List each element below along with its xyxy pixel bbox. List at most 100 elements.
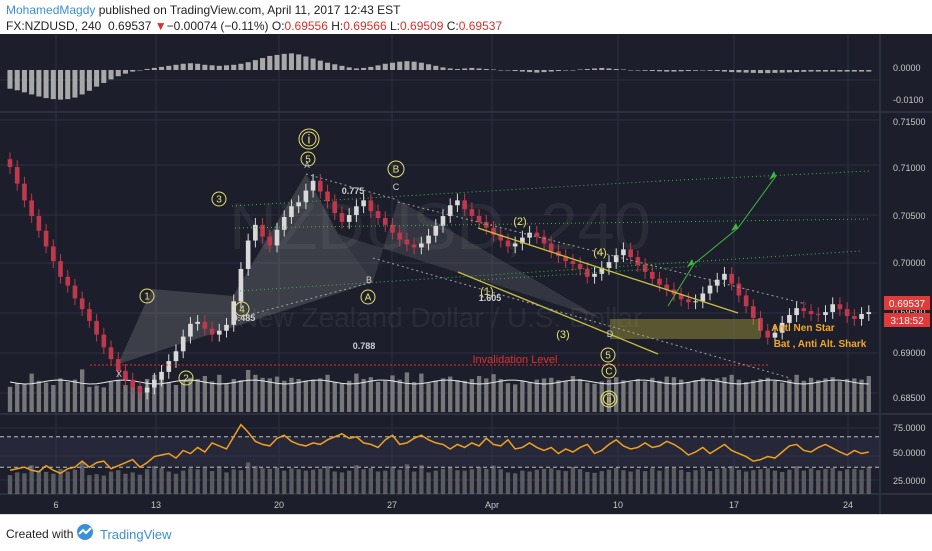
rsi-volume-bar (296, 469, 301, 494)
candle-body (563, 256, 568, 262)
rsi-volume-bar (152, 466, 157, 494)
macd-bar (685, 70, 691, 72)
wave-4-label-circle (234, 301, 250, 317)
time-tick: 20 (274, 500, 284, 510)
wave-5-label-circle (300, 151, 316, 167)
rsi-volume-bar (231, 469, 236, 494)
volume-bar (787, 379, 792, 412)
candle-body (426, 235, 431, 244)
rsi-volume-bar (282, 470, 287, 494)
volume-bar (7, 386, 13, 412)
macd-bar (548, 70, 554, 72)
macd-bar (786, 70, 792, 73)
candle-body (534, 232, 540, 237)
macd-bar (418, 62, 424, 70)
volume-bar (664, 376, 669, 412)
macd-bar (288, 53, 294, 70)
close-label: C: (446, 19, 459, 33)
wave-paren-3: (3) (556, 329, 569, 341)
volume-bar (823, 378, 828, 412)
rsi-volume-bar (411, 471, 417, 494)
price-tick: 0.71500 (893, 117, 926, 127)
pattern-note-1: Anti Nen Star (771, 323, 834, 334)
candle-body (664, 284, 670, 290)
chart-area[interactable]: NZDUSD, 240 New Zealand Dollar / U.S. Do… (0, 34, 932, 514)
candle-body (772, 332, 778, 338)
rsi-volume-bar (513, 473, 518, 494)
rsi-volume-bar (693, 470, 698, 494)
wave-2-label-circle (178, 370, 194, 386)
volume-bar (130, 383, 135, 412)
rsi-volume-bar (253, 466, 258, 494)
rsi-volume-bar (15, 472, 20, 494)
volume-bar (253, 374, 258, 412)
point-d-label: D (607, 329, 614, 339)
volume-bar (816, 380, 821, 412)
rsi-volume-bar (159, 467, 164, 494)
macd-bar (505, 70, 511, 71)
volume-bar (736, 379, 742, 412)
price-axes: 0.71500 0.71000 0.70500 0.70000 0.69500 0.690… (53, 63, 925, 510)
macd-bar (151, 67, 157, 70)
rsi-volume-bar (419, 465, 424, 494)
candle-body (188, 323, 193, 337)
rsi-volume-bar (808, 468, 814, 494)
wave-ii-label: ii (607, 395, 611, 406)
candle-body (440, 216, 446, 226)
candle-body (87, 309, 92, 321)
macd-bar (216, 65, 222, 70)
author-link[interactable]: MohamedMagdy (6, 3, 96, 17)
macd-bar (822, 70, 829, 72)
macd-bar (678, 70, 684, 72)
candle-body (548, 243, 554, 252)
macd-bar (57, 70, 64, 100)
candle-body (173, 351, 179, 362)
macd-bar (577, 69, 583, 70)
candle-body (339, 213, 345, 222)
rsi-volume-bar (209, 471, 215, 494)
candle-body (758, 317, 763, 331)
volume-bar (520, 380, 525, 412)
macd-bar (361, 67, 367, 70)
candle-body (260, 224, 265, 237)
rsi-volume-bar (426, 472, 431, 494)
volume-bar (498, 379, 503, 412)
price-tick: 0.69000 (893, 348, 926, 358)
rsi-tick: 25.0000 (893, 476, 926, 486)
macd-bar (599, 67, 605, 70)
volume-bar (72, 379, 78, 412)
macd-bar (231, 64, 237, 70)
rsi-volume-bar (332, 471, 337, 494)
macd-bar (794, 70, 800, 73)
candle-body (686, 299, 691, 303)
candle-body (823, 312, 828, 316)
rsi-volume-bar (722, 467, 727, 494)
volume-bar (123, 385, 128, 412)
volume-bar (43, 382, 49, 412)
rsi-volume-bar (173, 473, 179, 494)
volume-bar (433, 380, 438, 412)
volume-bar (606, 379, 612, 412)
rsi-volume-bar (58, 468, 63, 494)
tradingview-brand[interactable]: TradingView (100, 527, 172, 542)
rsi-volume-bar (289, 468, 294, 494)
chart-canvas[interactable]: NZDUSD, 240 New Zealand Dollar / U.S. Do… (0, 34, 932, 514)
rsi-volume-bar (65, 471, 70, 494)
volume-bar (310, 379, 316, 412)
published-text: published on TradingView.com, April 11, … (95, 3, 401, 17)
volume-bar (231, 379, 236, 412)
candle-body (419, 243, 424, 248)
volume-bar (859, 379, 864, 412)
macd-bar (555, 70, 561, 72)
tradingview-logo-icon[interactable] (74, 523, 96, 541)
macd-bar (844, 70, 850, 72)
candle-body (505, 240, 511, 247)
time-tick: 24 (843, 500, 853, 510)
volume-bar (484, 378, 489, 412)
volume-bar (585, 382, 590, 412)
rsi-volume-bar (87, 475, 92, 494)
rsi-volume-bar (707, 471, 713, 494)
wave-2-label: 2 (183, 374, 189, 385)
wave-B-label-circle (387, 160, 405, 178)
last-price-axis: 0.69537 (889, 299, 926, 310)
